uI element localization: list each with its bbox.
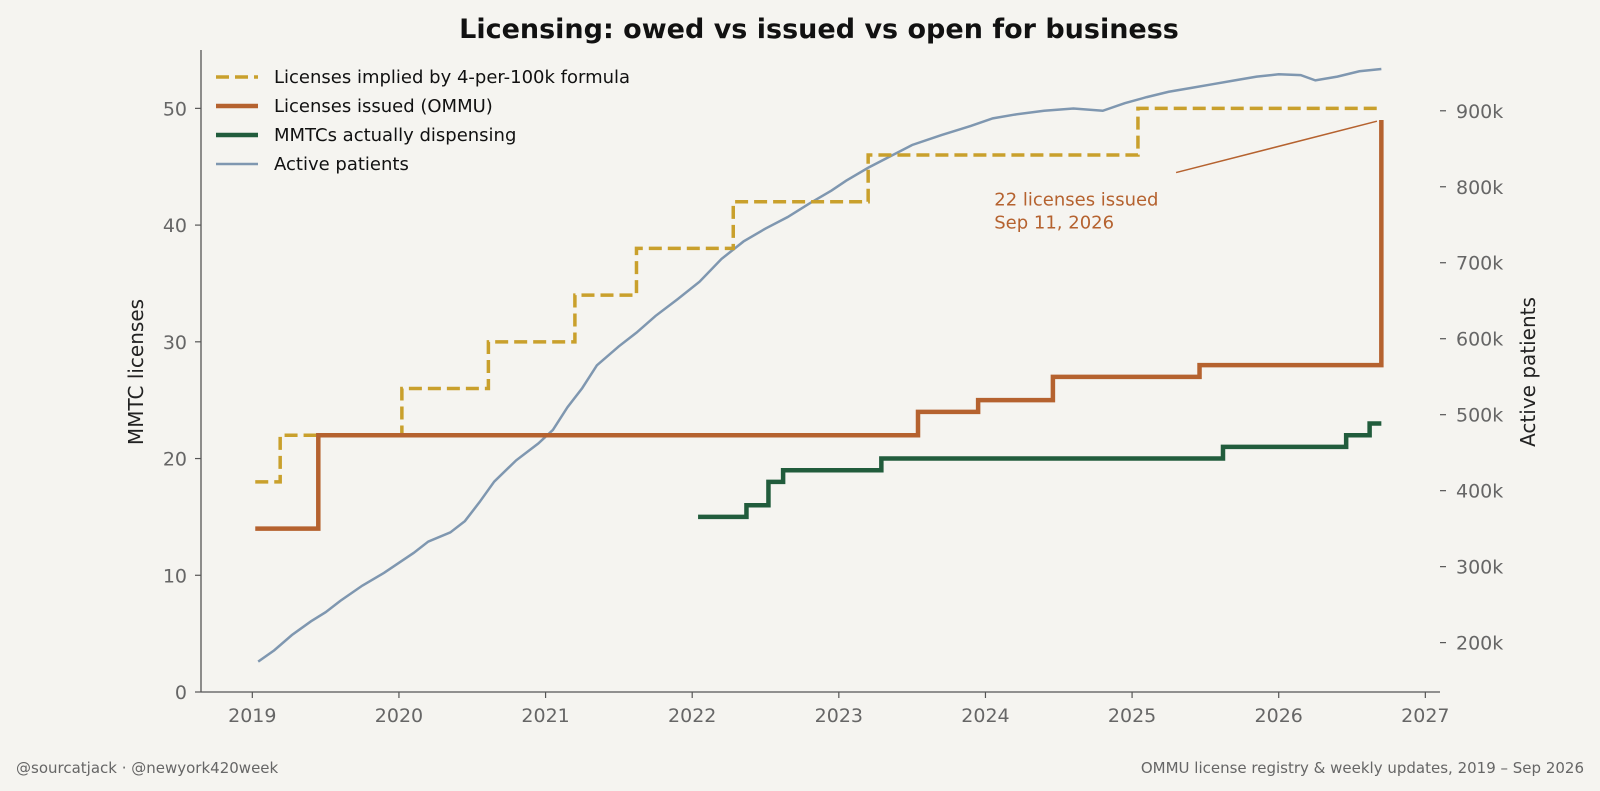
y2-tick-label: 400k [1456, 481, 1503, 503]
series-line-2 [698, 421, 1382, 520]
x-tick-label: 2020 [375, 705, 423, 727]
y-tick-label: 50 [163, 98, 187, 120]
x-tick-label: 2026 [1255, 705, 1303, 727]
y2-tick-label: 900k [1456, 101, 1503, 123]
y-tick-label: 0 [175, 682, 187, 704]
series-line-0 [255, 106, 1382, 484]
x-tick-label: 2023 [815, 705, 863, 727]
footer-credit: @sourcatjack · @newyork420week [16, 759, 279, 777]
y2-tick-label: 800k [1456, 177, 1503, 199]
left-axis-ticks: 0 10 20 30 40 50 [163, 98, 201, 704]
right-axis-ticks: 200k 300k 400k 500k 600k 700k 800k 900k [1440, 101, 1503, 655]
legend-label-2: MMTCs actually dispensing [274, 125, 516, 146]
y2-tick-label: 600k [1456, 329, 1503, 351]
y-tick-label: 10 [163, 565, 187, 587]
y-tick-label: 30 [163, 332, 187, 354]
y2-tick-label: 200k [1456, 633, 1503, 655]
annotation-text-line-2: Sep 11, 2026 [994, 212, 1114, 233]
y2-tick-label: 700k [1456, 253, 1503, 275]
series-line-3 [257, 67, 1382, 663]
right-axis-label: Active patients [1516, 297, 1540, 447]
legend-label-3: Active patients [274, 154, 409, 175]
footer-source: OMMU license registry & weekly updates, … [1140, 759, 1584, 777]
annotation-leader-line [1175, 120, 1378, 174]
annotation-text-line-1: 22 licenses issued [994, 189, 1158, 210]
x-axis-ticks: 2019 2020 2021 2022 2023 2024 2025 2026 2027 [228, 692, 1450, 727]
y-tick-label: 20 [163, 449, 187, 471]
x-tick-label: 2022 [668, 705, 716, 727]
chart-title: Licensing: owed vs issued vs open for bu… [459, 14, 1179, 45]
legend-label-1: Licenses issued (OMMU) [274, 96, 493, 117]
x-tick-label: 2025 [1108, 705, 1156, 727]
legend: Licenses implied by 4-per-100k formula Li… [216, 67, 630, 175]
x-tick-label: 2024 [961, 705, 1009, 727]
series-area [255, 67, 1384, 663]
legend-label-0: Licenses implied by 4-per-100k formula [274, 67, 630, 88]
y2-tick-label: 500k [1456, 405, 1503, 427]
annotation: 22 licenses issued Sep 11, 2026 [994, 120, 1378, 233]
x-tick-label: 2019 [228, 705, 276, 727]
y2-tick-label: 300k [1456, 557, 1503, 579]
left-axis-label: MMTC licenses [124, 299, 148, 445]
y-tick-label: 40 [163, 215, 187, 237]
x-tick-label: 2027 [1401, 705, 1449, 727]
x-tick-label: 2021 [521, 705, 569, 727]
series-line-1 [255, 120, 1384, 531]
